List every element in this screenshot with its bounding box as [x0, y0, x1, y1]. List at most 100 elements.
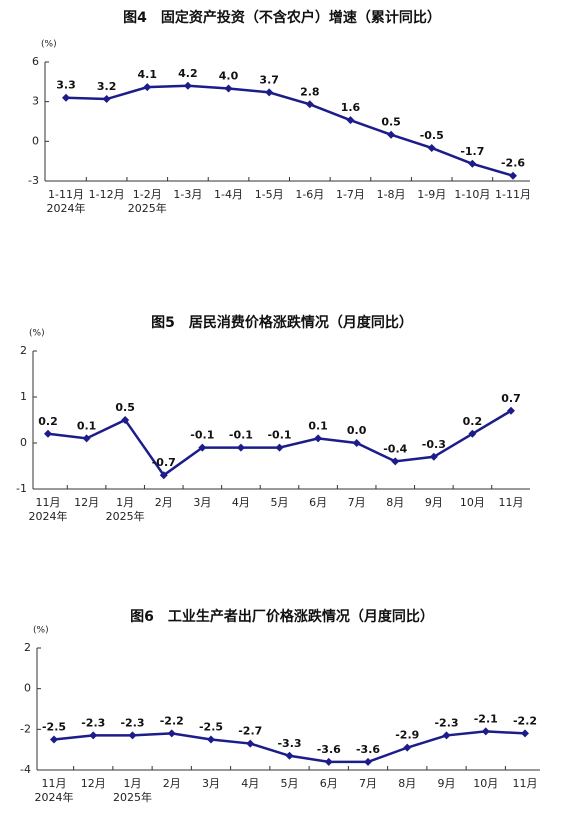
value-label: 4.0 [219, 69, 239, 82]
value-label: -2.1 [474, 712, 498, 725]
y-axis-label: (%) [41, 40, 57, 50]
x-tick-label: 12月 [74, 496, 99, 509]
point [429, 452, 438, 461]
point [128, 731, 137, 740]
value-label: -1.7 [460, 145, 484, 158]
y-axis-label: (%) [29, 329, 45, 339]
value-label: -2.2 [160, 714, 184, 727]
value-label: 0.2 [38, 415, 58, 428]
point [183, 81, 192, 90]
value-label: -0.7 [152, 456, 176, 469]
point [102, 95, 111, 104]
point [275, 443, 284, 452]
value-label: 0.7 [501, 392, 521, 405]
point [62, 93, 70, 102]
y-tick-label: 0 [20, 436, 27, 449]
value-label: 3.7 [259, 73, 279, 86]
value-label: -3.6 [356, 743, 380, 756]
point [481, 727, 490, 736]
x-tick-label: 1-11月 2024年 [47, 188, 86, 215]
value-label: -2.3 [120, 716, 144, 729]
point [468, 159, 477, 168]
x-tick-label: 5月 [271, 496, 289, 509]
value-label: -0.5 [420, 129, 444, 142]
chart-title: 图4 固定资产投资（不含农户）增速（累计同比） [123, 9, 441, 26]
x-tick-label: 1-6月 [295, 188, 324, 201]
y-tick-label: 0 [24, 682, 31, 695]
x-tick-label: 1-4月 [214, 188, 243, 201]
point [387, 130, 396, 139]
value-label: -2.9 [395, 729, 419, 742]
point [265, 88, 274, 97]
x-tick-label: 1-9月 [417, 188, 446, 201]
value-label: -2.6 [501, 157, 525, 170]
y-tick-label: 1 [20, 390, 27, 403]
y-tick-label: 2 [20, 344, 27, 357]
x-tick-label: 1-2月 2025年 [128, 188, 167, 215]
point [44, 429, 52, 438]
value-label: -3.6 [317, 743, 341, 756]
point [50, 735, 58, 744]
point [224, 84, 233, 93]
value-label: 0.2 [463, 415, 483, 428]
x-tick-label: 1-8月 [377, 188, 406, 201]
x-tick-label: 6月 [320, 777, 338, 790]
point [236, 443, 245, 452]
point [507, 406, 515, 415]
point [352, 439, 361, 447]
value-label: 0.5 [381, 116, 401, 129]
point [198, 443, 207, 452]
x-tick-label: 4月 [241, 777, 259, 790]
x-tick-label: 2月 [155, 496, 173, 509]
point [442, 731, 451, 740]
x-tick-label: 11月 [513, 777, 538, 790]
x-tick-label: 8月 [398, 777, 416, 790]
value-label: -0.4 [383, 442, 407, 455]
point [89, 731, 98, 740]
point [364, 757, 372, 766]
chart-title: 图6 工业生产者出厂价格涨跌情况（月度同比） [130, 608, 434, 625]
x-tick-label: 6月 [309, 496, 327, 509]
x-tick-label: 10月 [460, 496, 485, 509]
value-label: 0.0 [347, 424, 367, 437]
x-tick-label: 10月 [473, 777, 498, 790]
point [403, 743, 412, 752]
x-tick-label: 1-7月 [336, 188, 365, 201]
value-label: -3.3 [277, 737, 301, 750]
x-tick-label: 9月 [438, 777, 456, 790]
y-tick-label: -4 [20, 763, 31, 776]
x-tick-label: 1-3月 [173, 188, 202, 201]
y-tick-label: 6 [32, 55, 39, 68]
value-label: -0.1 [229, 429, 253, 442]
x-tick-label: 1月 2025年 [113, 777, 152, 804]
point [509, 171, 517, 180]
y-tick-label: -1 [16, 482, 27, 495]
point [324, 757, 333, 766]
point [121, 416, 130, 424]
value-label: -2.2 [513, 714, 537, 727]
point [427, 143, 436, 152]
value-label: -0.3 [422, 438, 446, 451]
value-label: 0.5 [115, 401, 135, 414]
value-label: -0.1 [190, 429, 214, 442]
point [159, 471, 168, 480]
x-tick-label: 3月 [193, 496, 211, 509]
y-tick-label: -3 [28, 174, 39, 187]
y-axis-label: (%) [33, 626, 49, 636]
x-tick-label: 1月 2025年 [106, 496, 145, 523]
x-tick-label: 3月 [202, 777, 220, 790]
value-label: -2.5 [42, 721, 66, 734]
value-label: -2.5 [199, 721, 223, 734]
x-tick-label: 8月 [386, 496, 404, 509]
y-tick-label: 2 [24, 641, 31, 654]
x-tick-label: 5月 [281, 777, 299, 790]
y-tick-label: -2 [20, 722, 31, 735]
x-tick-label: 2月 [163, 777, 181, 790]
x-tick-label: 7月 [359, 777, 377, 790]
point [143, 83, 152, 92]
point [246, 739, 255, 748]
point [285, 751, 294, 760]
x-tick-label: 7月 [348, 496, 366, 509]
point [468, 429, 477, 438]
